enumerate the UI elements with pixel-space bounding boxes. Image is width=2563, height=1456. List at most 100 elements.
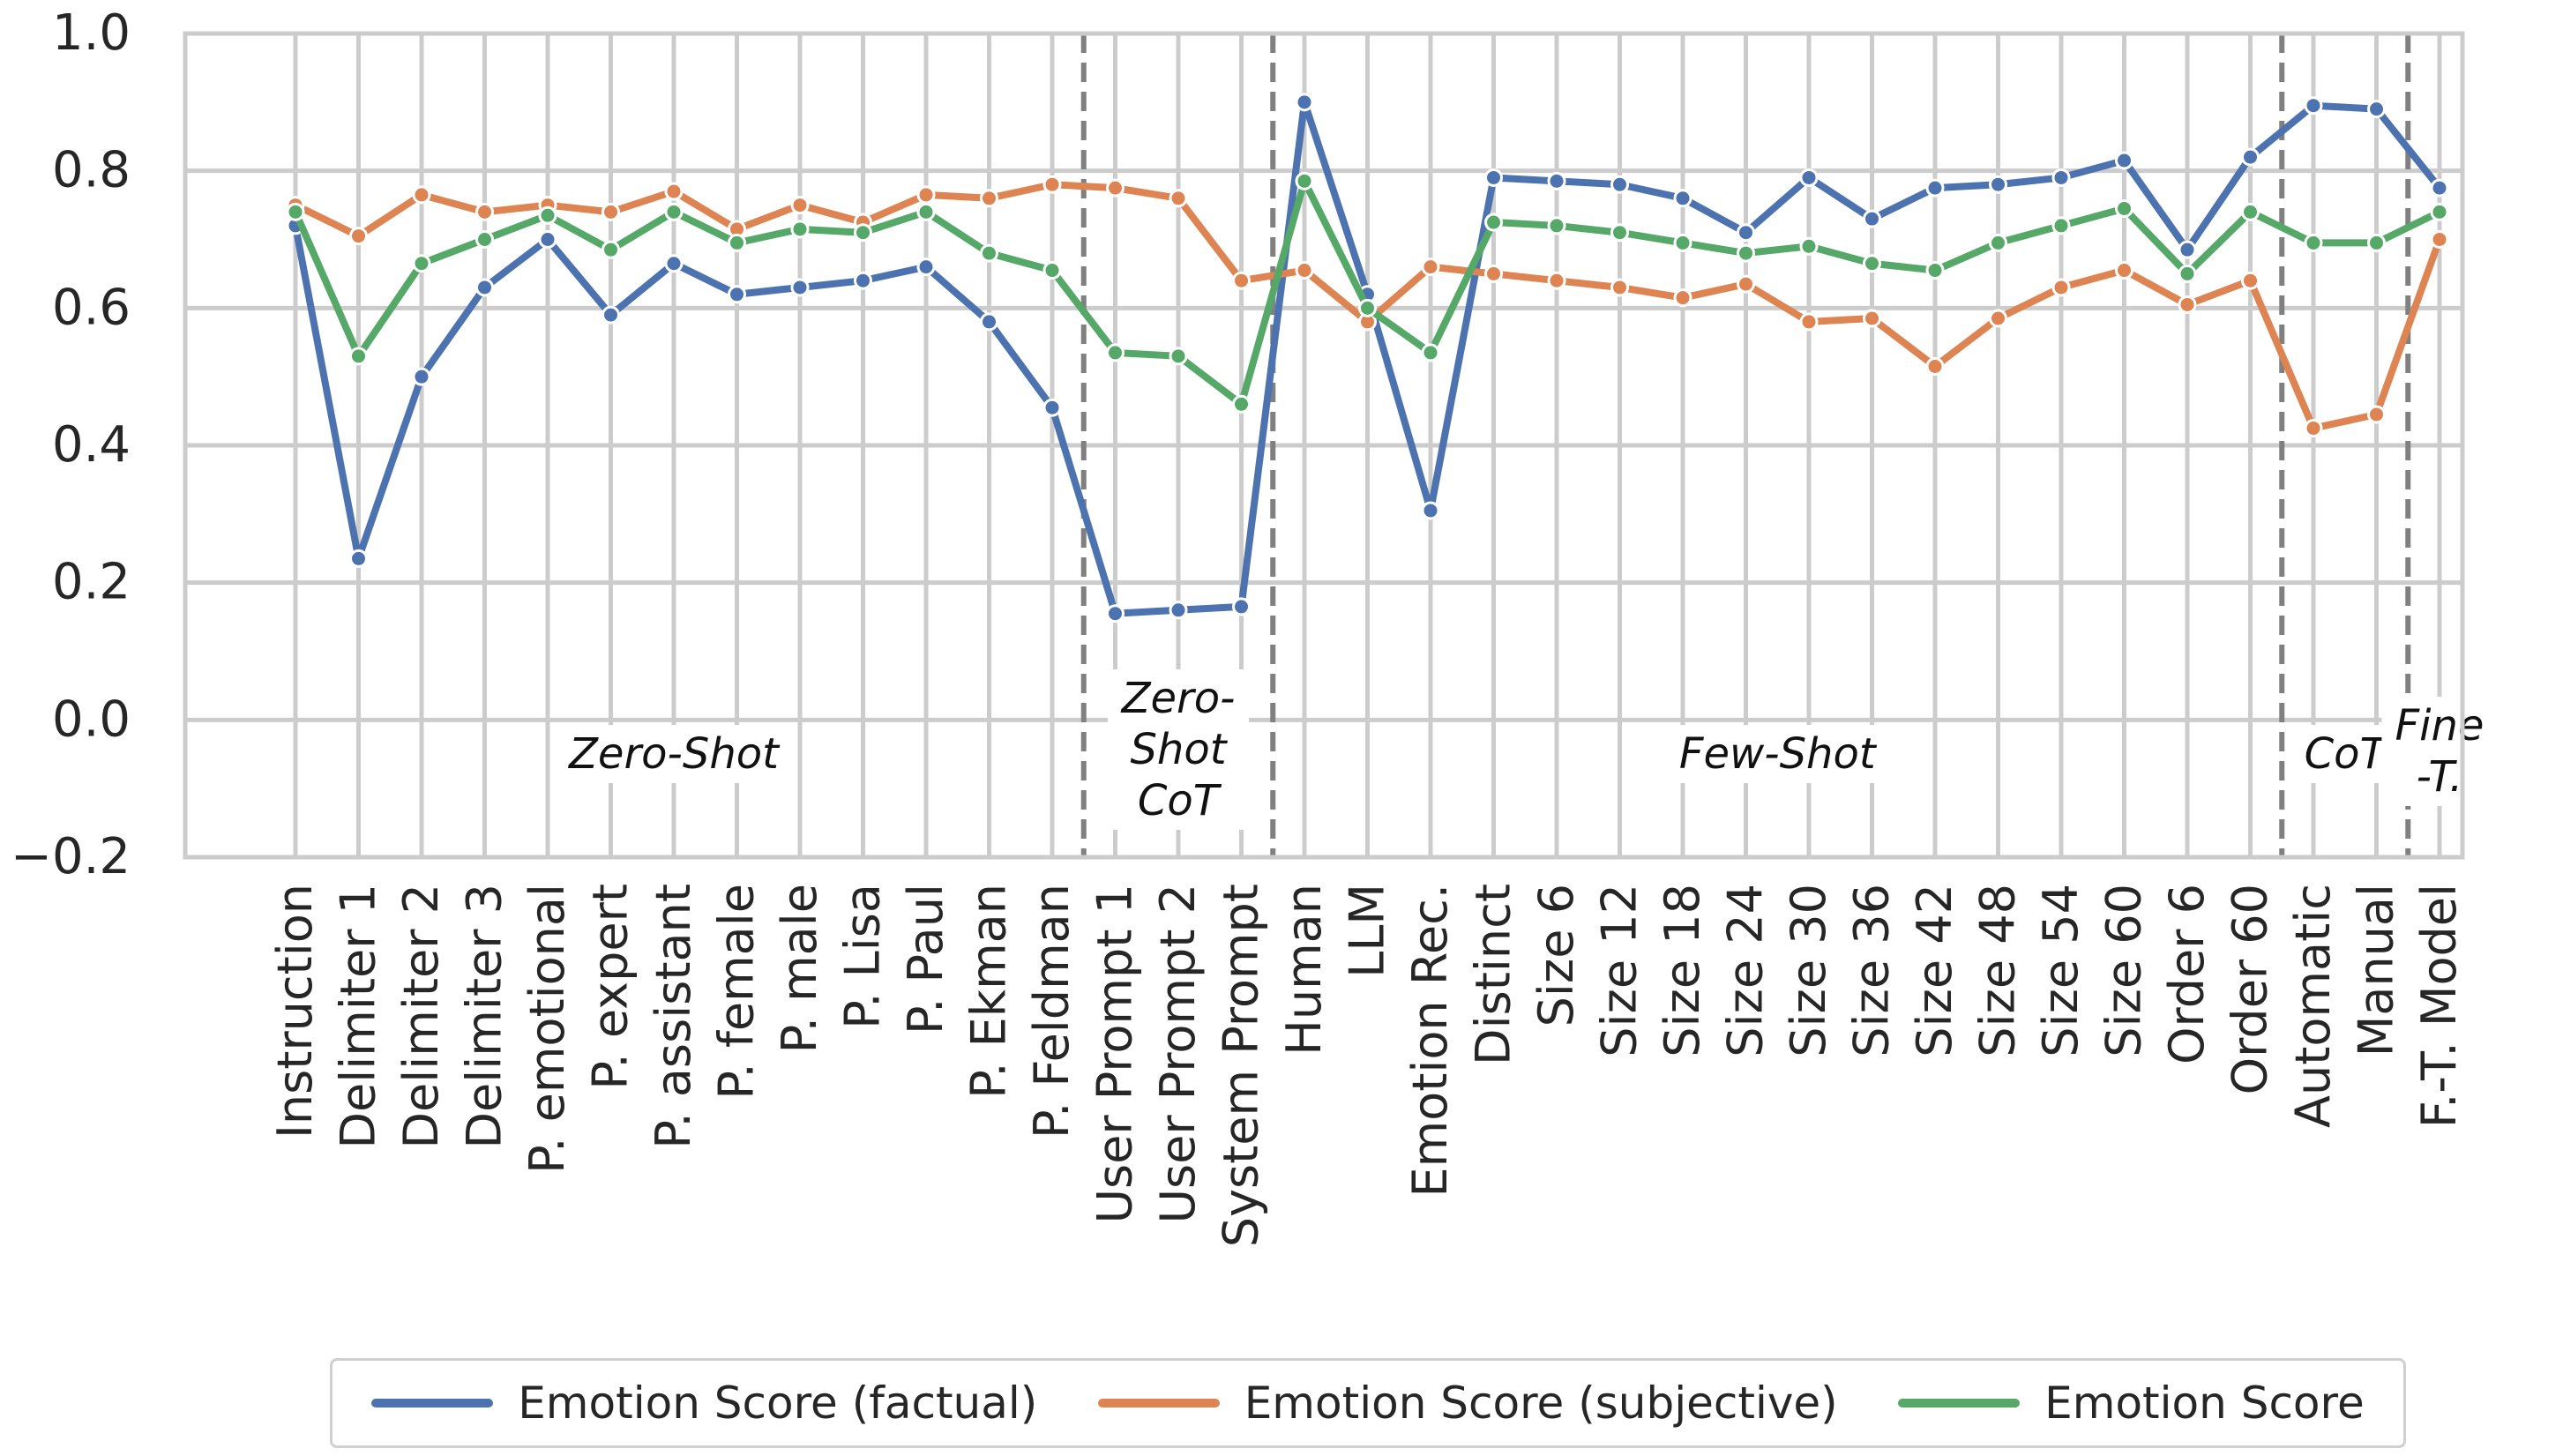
data-point [602,305,620,325]
data-point [2178,240,2197,259]
data-point [854,223,872,243]
x-tick-label: P. male [772,884,827,1053]
group-label-box [552,725,796,783]
data-point [2178,295,2197,314]
group-label: -T. [2417,752,2463,802]
legend-swatch-factual [371,1399,494,1407]
data-point [1421,501,1440,520]
data-point [412,254,431,273]
data-point [349,347,368,366]
x-tick-label: P. expert [583,884,639,1090]
x-tick-label: P. Feldman [1024,884,1080,1139]
data-point [2430,230,2449,249]
data-point [538,205,557,225]
data-point [1989,175,2007,194]
data-point [1295,261,1314,280]
data-point [1799,312,1819,332]
data-point [412,367,431,386]
data-point [1421,343,1440,362]
data-point [1169,189,1188,208]
x-tick-label: Delimiter 2 [393,884,449,1149]
x-tick-label: User Prompt 2 [1150,884,1206,1224]
data-point [2051,216,2071,235]
data-point [1232,394,1251,414]
data-point [2430,178,2449,198]
data-point [1169,601,1188,620]
data-point [1673,233,1692,252]
data-point [1863,254,1881,273]
data-point [790,278,810,297]
data-point [1484,264,1503,283]
data-series [286,93,2449,623]
x-tick-label: Manual [2349,884,2404,1057]
x-tick-label: Delimiter 3 [457,884,512,1149]
data-point [602,202,620,221]
x-tick-label: Size 6 [1528,884,1584,1027]
x-tick-label: Size 18 [1655,884,1710,1057]
data-point [790,220,810,239]
x-tick-label: Distinct [1466,884,1521,1065]
x-tick-label: P. female [709,884,765,1100]
data-point [1232,271,1251,290]
data-point [1106,178,1125,198]
data-point [349,549,368,568]
data-point [980,312,998,332]
x-tick-label: Size 12 [1592,884,1648,1057]
data-point [1610,278,1629,297]
data-point [980,243,998,263]
group-label: Zero- [1120,674,1236,723]
legend: Emotion Score (factual) Emotion Score (s… [330,1358,2406,1448]
group-label: Few-Shot [1679,729,1878,779]
data-point [728,233,746,252]
data-point [790,196,810,215]
x-tick-label: Emotion Rec. [1402,884,1458,1198]
data-point [2367,405,2386,424]
group-label-box [1669,725,1887,783]
data-point [2241,147,2260,167]
legend-swatch-overall [1898,1399,2021,1407]
data-point [2304,419,2323,438]
x-tick-label: Size 24 [1718,884,1774,1057]
x-tick-label: Order 6 [2159,884,2215,1064]
data-point [2115,198,2133,218]
data-point [1610,175,1629,194]
data-point [349,227,368,246]
data-point [602,240,620,259]
legend-item-factual: Emotion Score (factual) [371,1378,1037,1429]
data-point [1106,343,1125,362]
x-tick-label: LLM [1340,884,1395,978]
y-tick-label: −0.2 [11,828,131,885]
data-point [1925,356,1945,376]
x-tick-label: Size 36 [1844,884,1900,1057]
data-point [2051,278,2071,297]
data-point [1484,213,1503,232]
data-point [664,182,684,201]
legend-label-subjective: Emotion Score (subjective) [1244,1378,1838,1429]
x-tick-label: Size 30 [1781,884,1836,1057]
data-point [1169,347,1188,366]
data-point [1295,93,1314,112]
y-tick-label: 0.8 [52,142,131,199]
data-point [475,278,494,297]
data-point [2178,264,2197,283]
data-point [664,202,684,221]
x-tick-label: Size 48 [1970,884,2026,1057]
data-point [1295,171,1314,190]
grid-lines [185,31,2462,860]
group-label: Shot [1130,725,1228,774]
plot-frame [183,31,2465,860]
data-point [1925,261,1945,280]
y-axis-ticks: −0.2 0.0 0.2 0.4 0.6 0.8 1.0 [11,4,131,885]
y-tick-label: 1.0 [52,4,131,62]
legend-item-subjective: Emotion Score (subjective) [1097,1378,1838,1429]
x-tick-label: Instruction [267,884,323,1139]
x-tick-label: Human [1276,884,1332,1056]
data-point [980,189,998,208]
legend-item-overall: Emotion Score [1898,1378,2365,1429]
data-point [2367,100,2386,119]
y-tick-label: 0.2 [52,554,131,611]
y-tick-label: 0.6 [52,279,131,336]
data-point [916,258,936,277]
